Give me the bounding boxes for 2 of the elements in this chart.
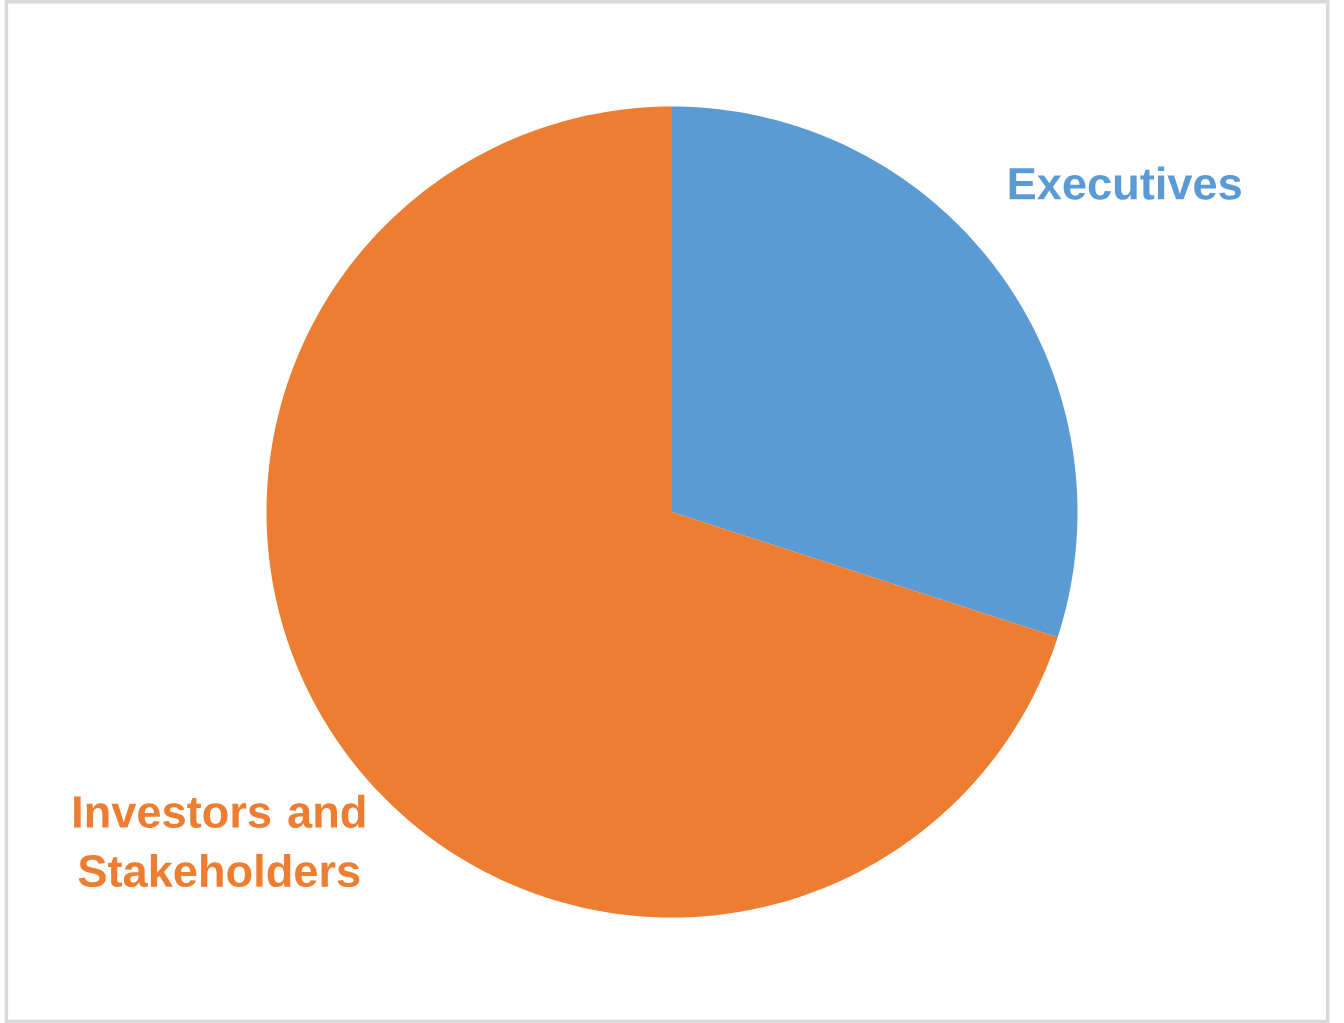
slice-label: Investors and Stakeholders	[74, 794, 365, 888]
slice-label: Executives	[1009, 166, 1241, 200]
